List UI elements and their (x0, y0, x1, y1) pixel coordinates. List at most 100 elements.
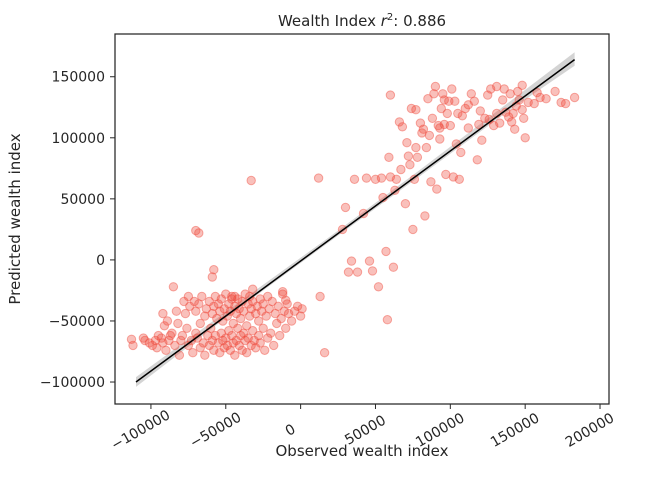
scatter-point (195, 318, 206, 329)
confidence-band-layer (136, 52, 575, 387)
scatter-point (195, 343, 206, 353)
scatter-point (501, 107, 511, 117)
scatter-point (532, 87, 542, 98)
regression-line-layer (135, 58, 576, 383)
scatter-point (281, 323, 291, 333)
scatter-point (400, 199, 411, 209)
scatter-point (249, 335, 259, 346)
scatter-point (221, 333, 231, 343)
scatter-point (460, 103, 470, 114)
scatter-point (242, 348, 252, 358)
scatter-point (255, 338, 265, 348)
scatter-point (188, 348, 198, 358)
scatter-point (402, 138, 412, 148)
scatter-point (405, 160, 415, 170)
scatter-point (233, 323, 243, 333)
scatter-point (198, 338, 209, 348)
scatter-point (270, 308, 280, 319)
scatter-point (282, 299, 292, 309)
scatter-point (424, 130, 435, 141)
scatter-point (450, 96, 460, 106)
scatter-point (388, 262, 399, 272)
scatter-point (183, 340, 194, 351)
scatter-point (417, 128, 427, 138)
confidence-band (136, 52, 575, 387)
scatter-point (246, 340, 256, 351)
scatter-point (517, 105, 527, 115)
scatter-point (429, 89, 439, 99)
scatter-point (167, 328, 177, 338)
scatter-point (237, 345, 247, 355)
scatter-point (283, 308, 294, 319)
y-tick-label: 150000 (52, 70, 105, 86)
scatter-point (228, 318, 239, 329)
scatter-point (128, 340, 138, 351)
scatter-point (263, 291, 273, 302)
scatter-point (165, 330, 176, 341)
scatter-point (240, 335, 250, 346)
scatter-point (209, 301, 219, 311)
scatter-point (411, 142, 421, 153)
scatter-point (278, 287, 288, 297)
y-tick-label: −100000 (40, 375, 105, 391)
scatter-point (315, 291, 325, 302)
scatter-point (408, 224, 418, 235)
scatter-point (319, 348, 330, 358)
scatter-point (210, 291, 221, 302)
scatter-point (295, 311, 306, 321)
scatter-point (243, 333, 253, 343)
scatter-point (477, 135, 487, 145)
regression-line (135, 58, 576, 383)
scatter-point (560, 98, 571, 109)
scatter-point (171, 306, 182, 316)
y-tick-label: 0 (96, 253, 105, 269)
scatter-point (161, 345, 171, 355)
scatter-point (376, 173, 387, 183)
scatter-point (164, 335, 174, 346)
scatter-point (233, 294, 243, 304)
scatter-point (224, 326, 234, 336)
scatter-point (203, 330, 213, 341)
x-tick-label: 200000 (563, 410, 617, 451)
scatter-point (435, 134, 445, 144)
scatter-point (313, 173, 324, 183)
scatter-point (213, 338, 224, 348)
scatter-point (396, 164, 406, 175)
scatter-point (251, 343, 261, 353)
scatter-point (204, 340, 215, 351)
scatter-point (364, 256, 375, 266)
scatter-point (507, 117, 517, 127)
y-axis-label: Predicted wealth index (6, 133, 24, 304)
scatter-point (236, 313, 246, 324)
scatter-point (495, 118, 505, 128)
scatter-point (381, 246, 391, 257)
chart-title-text: Wealth Index (278, 12, 381, 30)
scatter-point (185, 301, 195, 311)
scatter-point (276, 313, 286, 324)
x-tick-label: −100000 (109, 407, 173, 453)
scatter-point (385, 172, 396, 182)
scatter-point (201, 304, 212, 314)
scatter-point (267, 296, 277, 307)
scatter-point (150, 335, 161, 346)
scatter-point (281, 295, 291, 305)
chart-title-value: : 0.886 (393, 12, 446, 30)
chart-title-exponent: 2 (387, 12, 393, 23)
scatter-point (510, 124, 520, 134)
scatter-point (385, 90, 396, 100)
scatter-point (254, 330, 264, 341)
scatter-point (234, 340, 244, 351)
scatter-point (170, 340, 180, 351)
scatter-point (373, 282, 384, 292)
scatter-point (445, 120, 455, 131)
scatter-point (406, 103, 417, 114)
scatter-point (248, 326, 258, 336)
scatter-point (258, 323, 268, 333)
scatter-point (384, 152, 394, 163)
scatter-point (189, 296, 200, 307)
scatter-point (239, 306, 249, 316)
scatter-point (228, 338, 239, 348)
scatter-point (182, 323, 192, 333)
x-tick-label: 0 (283, 421, 299, 439)
scatter-point (523, 97, 533, 108)
